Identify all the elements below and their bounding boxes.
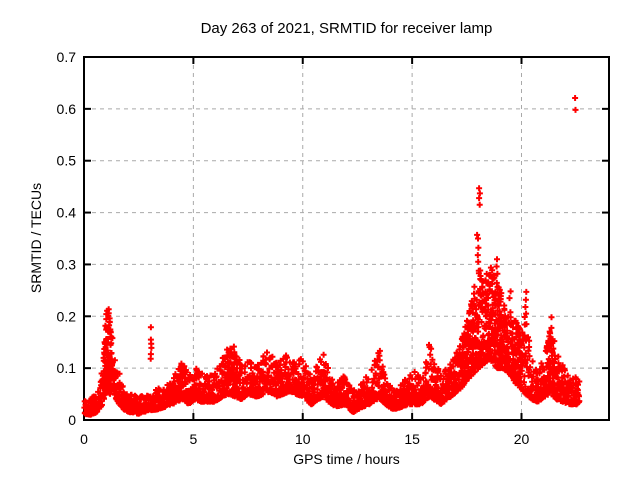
svg-text:0.1: 0.1 xyxy=(57,360,77,376)
svg-text:0.3: 0.3 xyxy=(57,256,77,272)
x-axis-label: GPS time / hours xyxy=(293,451,400,467)
svg-text:0.7: 0.7 xyxy=(57,49,77,65)
x-tick-labels: 0 5 10 15 20 xyxy=(80,431,529,447)
svg-text:0.6: 0.6 xyxy=(57,101,77,117)
svg-text:0.5: 0.5 xyxy=(57,153,77,169)
y-axis-label: SRMTID / TECUs xyxy=(28,182,44,294)
chart-title: Day 263 of 2021, SRMTID for receiver lam… xyxy=(200,20,493,37)
svg-text:20: 20 xyxy=(514,431,530,447)
svg-text:5: 5 xyxy=(189,431,197,447)
svg-text:0: 0 xyxy=(68,412,76,428)
svg-text:15: 15 xyxy=(404,431,420,447)
plot-frame xyxy=(83,56,610,421)
svg-text:0.4: 0.4 xyxy=(57,205,77,221)
scatter-points xyxy=(81,95,583,418)
y-tick-labels: 0 0.1 0.2 0.3 0.4 0.5 0.6 0.7 xyxy=(57,49,77,428)
svg-text:0: 0 xyxy=(80,431,88,447)
svg-text:0.2: 0.2 xyxy=(57,308,77,324)
svg-text:10: 10 xyxy=(295,431,311,447)
tick-marks xyxy=(83,56,609,421)
